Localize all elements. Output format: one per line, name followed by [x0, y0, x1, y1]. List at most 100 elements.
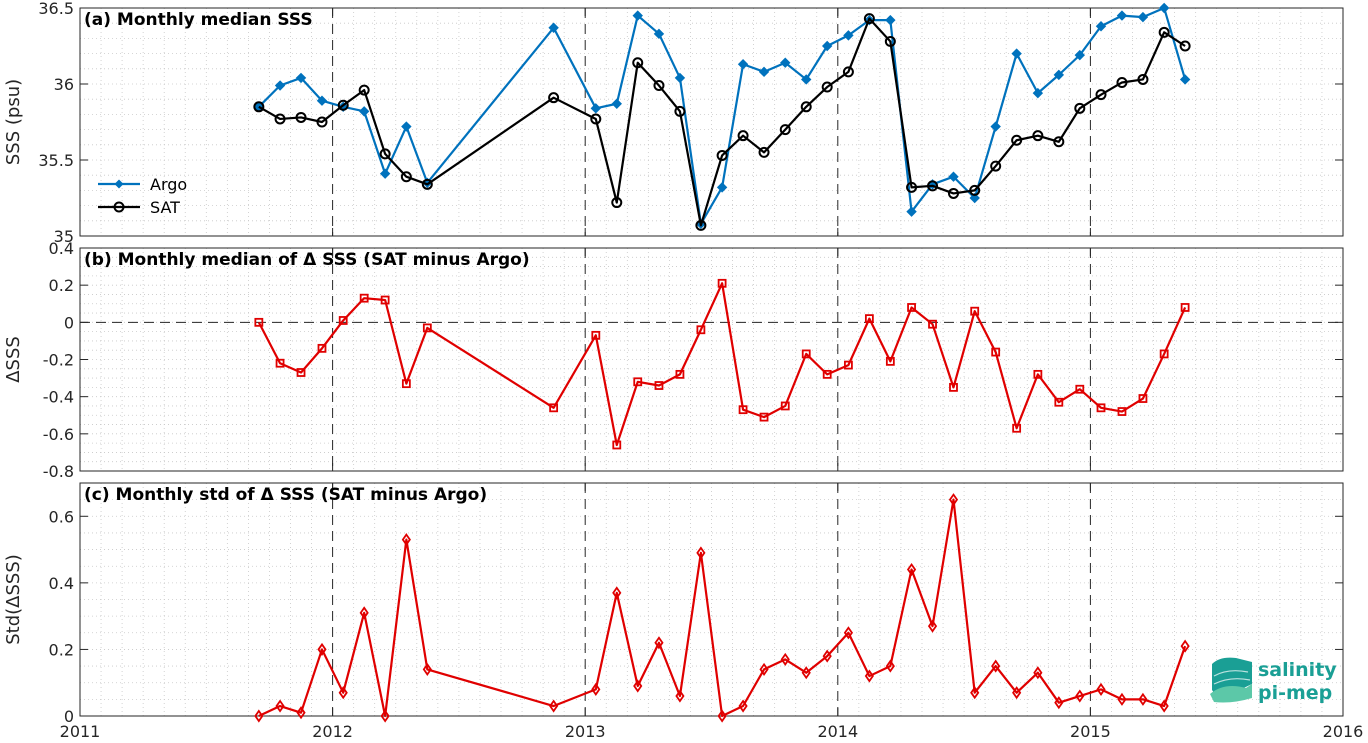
- data-point: [758, 66, 770, 78]
- data-point: [611, 98, 622, 109]
- y-tick-label: -0.8: [43, 462, 74, 481]
- data-point: [843, 30, 854, 41]
- series-line: [254, 493, 1190, 723]
- minor-grid: [80, 247, 1343, 472]
- data-point: [1053, 136, 1065, 148]
- data-point: [1138, 692, 1148, 706]
- data-point: [1159, 349, 1169, 359]
- data-point: [906, 181, 918, 193]
- data-point: [549, 699, 559, 713]
- y-axis-label: ΔSSS: [3, 336, 24, 383]
- data-point: [779, 124, 791, 136]
- series-line: [258, 17, 1186, 227]
- data-point: [316, 116, 328, 128]
- data-point: [990, 160, 1002, 172]
- series-line: [257, 282, 1187, 447]
- data-point: [274, 80, 286, 91]
- data-point: [653, 28, 665, 40]
- data-point: [864, 669, 874, 683]
- data-point: [401, 379, 411, 389]
- data-point: [1054, 696, 1064, 710]
- data-point: [358, 106, 370, 117]
- data-point: [1158, 26, 1170, 38]
- panel-title: (a) Monthly median SSS: [84, 10, 313, 30]
- data-point: [990, 121, 1001, 132]
- data-point: [1095, 89, 1107, 101]
- data-point: [633, 377, 643, 387]
- data-point: [380, 295, 390, 305]
- data-point: [737, 59, 749, 70]
- data-point: [338, 686, 348, 700]
- data-point: [948, 171, 959, 182]
- minor-grid: [80, 7, 1343, 237]
- data-point: [400, 171, 412, 183]
- y-tick-label: 0.2: [49, 640, 74, 659]
- data-point: [844, 360, 853, 370]
- data-point: [1012, 423, 1022, 433]
- series-argo: [253, 2, 1191, 230]
- x-tick-label: 2012: [312, 722, 353, 741]
- data-point: [780, 401, 790, 411]
- y-tick-label: 35: [54, 227, 74, 246]
- data-point: [548, 92, 560, 104]
- data-point: [822, 649, 832, 663]
- data-point: [927, 619, 938, 633]
- data-point: [928, 319, 937, 329]
- data-point: [296, 368, 306, 377]
- data-point: [1075, 689, 1085, 703]
- y-tick-label: 35.5: [38, 151, 74, 170]
- legend-marker: [113, 201, 125, 213]
- data-point: [1138, 394, 1148, 403]
- axes-box: [79, 7, 1344, 237]
- y-tick-label: -0.2: [43, 351, 74, 370]
- data-point: [927, 180, 939, 192]
- data-point: [780, 652, 790, 666]
- x-tick-label: 2014: [817, 722, 858, 741]
- data-point: [422, 323, 432, 333]
- data-point: [738, 405, 748, 415]
- data-point: [907, 303, 916, 312]
- y-tick-label: 36: [54, 75, 74, 94]
- data-point: [801, 74, 812, 85]
- data-point: [1117, 407, 1127, 416]
- data-point: [696, 325, 706, 335]
- data-point: [1053, 69, 1065, 81]
- data-point: [717, 709, 727, 723]
- data-point: [548, 22, 559, 33]
- data-point: [1033, 666, 1043, 680]
- data-point: [654, 636, 664, 650]
- data-point: [1033, 369, 1043, 379]
- y-tick-label: 0.4: [49, 574, 74, 593]
- data-point: [675, 369, 685, 379]
- y-tick-label: -0.6: [43, 425, 74, 444]
- data-point: [1011, 48, 1022, 59]
- data-point: [758, 146, 770, 158]
- data-point: [885, 659, 895, 673]
- data-point: [654, 381, 664, 390]
- data-point: [1180, 639, 1190, 653]
- data-point: [716, 149, 728, 161]
- y-tick-label: 0: [64, 313, 74, 332]
- legend-marker: [114, 179, 124, 189]
- data-point: [611, 197, 623, 209]
- data-point: [863, 13, 875, 25]
- y-tick-label: 0: [64, 707, 74, 726]
- y-tick-label: -0.4: [43, 388, 74, 407]
- data-point: [885, 14, 896, 26]
- data-point: [632, 10, 643, 21]
- y-tick-label: 0.4: [49, 239, 74, 258]
- y-axis-label: Std(ΔSSS): [3, 554, 24, 645]
- data-point: [695, 219, 707, 231]
- salinity-pi-mep-logo: salinity pi-mep: [1210, 657, 1337, 704]
- data-point: [1074, 49, 1085, 61]
- data-point: [821, 40, 833, 52]
- data-point: [359, 293, 369, 303]
- data-point: [254, 317, 264, 327]
- data-point: [295, 111, 307, 123]
- data-point: [1095, 21, 1107, 32]
- data-point: [759, 412, 769, 422]
- panels: 35 35.5 36 36.5 SSS (psu) (a) Monthly median …: [3, 0, 1363, 741]
- x-tick-labels: 2011 2012 2013 2014 2015 2016: [60, 722, 1364, 741]
- panel-title: (b) Monthly median of Δ SSS (SAT minus A…: [84, 250, 530, 270]
